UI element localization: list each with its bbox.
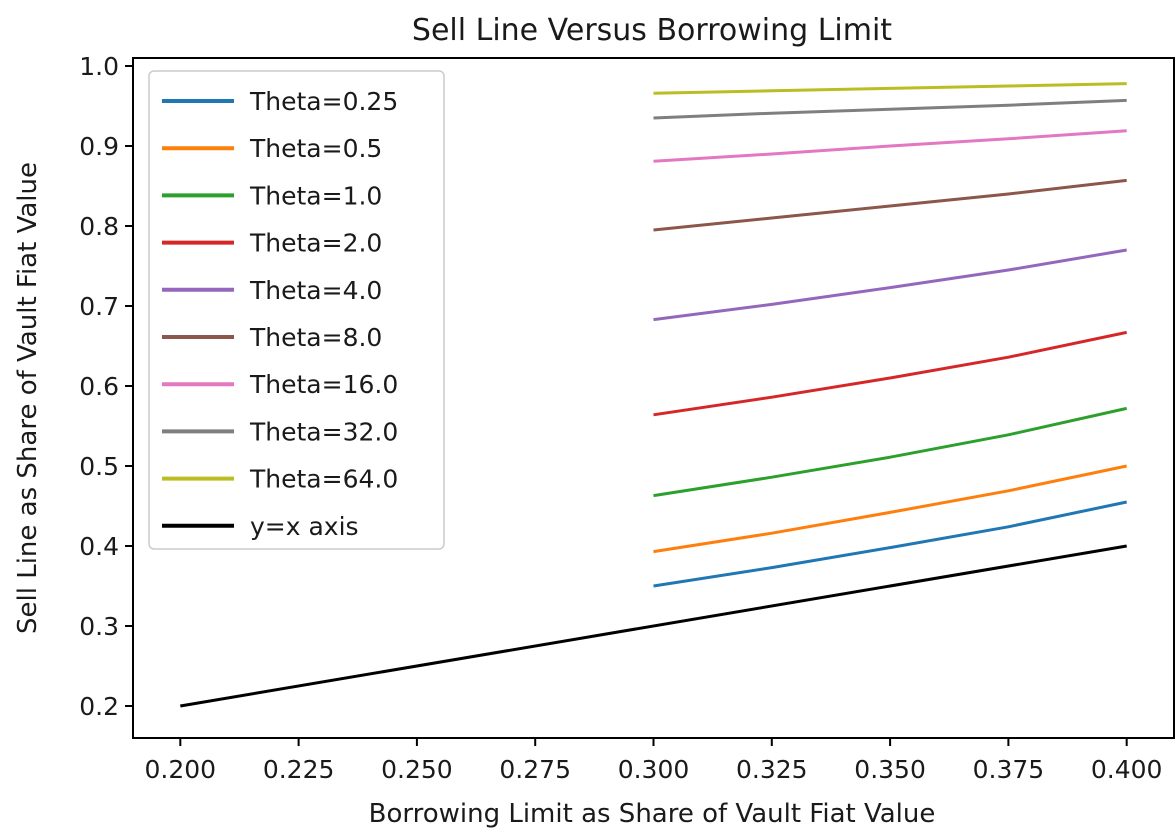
series-line-1	[653, 464, 1128, 554]
y-tick-label: 0.9	[79, 132, 119, 161]
y-tick-label: 0.3	[79, 612, 119, 641]
legend-items: Theta=0.25 Theta=0.5 Theta=1.0 Theta=2.0 The…	[162, 87, 398, 541]
x-tick-label: 0.225	[263, 755, 335, 784]
x-tick-label: 0.350	[854, 755, 926, 784]
series-line-6	[653, 129, 1127, 163]
legend-label-4: Theta=4.0	[249, 276, 382, 305]
y-tick-label: 0.6	[79, 372, 119, 401]
plot-lines	[180, 82, 1128, 708]
series-line-5	[653, 178, 1127, 232]
series-line-3	[653, 330, 1128, 417]
y-tick-label: 0.5	[79, 452, 119, 481]
legend-label-5: Theta=8.0	[249, 323, 382, 352]
x-tick-label: 0.375	[973, 755, 1045, 784]
y-tick-label: 0.4	[79, 532, 119, 561]
x-tick-label: 0.250	[381, 755, 453, 784]
x-axis-label: Borrowing Limit as Share of Vault Fiat V…	[369, 799, 936, 829]
legend-label-7: Theta=32.0	[249, 417, 398, 446]
x-tick-label: 0.400	[1091, 755, 1163, 784]
y-tick-label: 1.0	[79, 52, 119, 81]
y-tick-label: 0.2	[79, 692, 119, 721]
y-axis-ticks: 0.2 0.3 0.4 0.5 0.6 0.7 0.8 0.9 1.0	[79, 52, 133, 721]
x-tick-label: 0.325	[736, 755, 808, 784]
series-line-9	[180, 544, 1127, 708]
y-tick-label: 0.8	[79, 212, 119, 241]
x-tick-label: 0.275	[499, 755, 571, 784]
legend-label-3: Theta=2.0	[249, 229, 382, 258]
y-tick-label: 0.7	[79, 292, 119, 321]
legend: Theta=0.25 Theta=0.5 Theta=1.0 Theta=2.0 The…	[148, 70, 445, 550]
legend-label-6: Theta=16.0	[249, 370, 398, 399]
legend-label-1: Theta=0.5	[249, 134, 382, 163]
y-axis-label: Sell Line as Share of Vault Fiat Value	[13, 162, 43, 634]
x-tick-label: 0.300	[618, 755, 690, 784]
series-line-0	[653, 500, 1128, 588]
x-axis-ticks: 0.200 0.225 0.250 0.275 0.300 0.325 0.350 0.375…	[145, 738, 1163, 784]
chart-title: Sell Line Versus Borrowing Limit	[412, 13, 892, 48]
legend-label-0: Theta=0.25	[249, 87, 398, 116]
series-line-7	[653, 98, 1127, 120]
series-line-4	[653, 248, 1127, 322]
x-tick-label: 0.200	[145, 755, 217, 784]
legend-label-2: Theta=1.0	[249, 181, 382, 210]
legend-label-9: y=x axis	[250, 512, 359, 541]
series-line-8	[653, 82, 1127, 95]
series-line-2	[653, 406, 1128, 498]
legend-label-8: Theta=64.0	[249, 465, 398, 494]
